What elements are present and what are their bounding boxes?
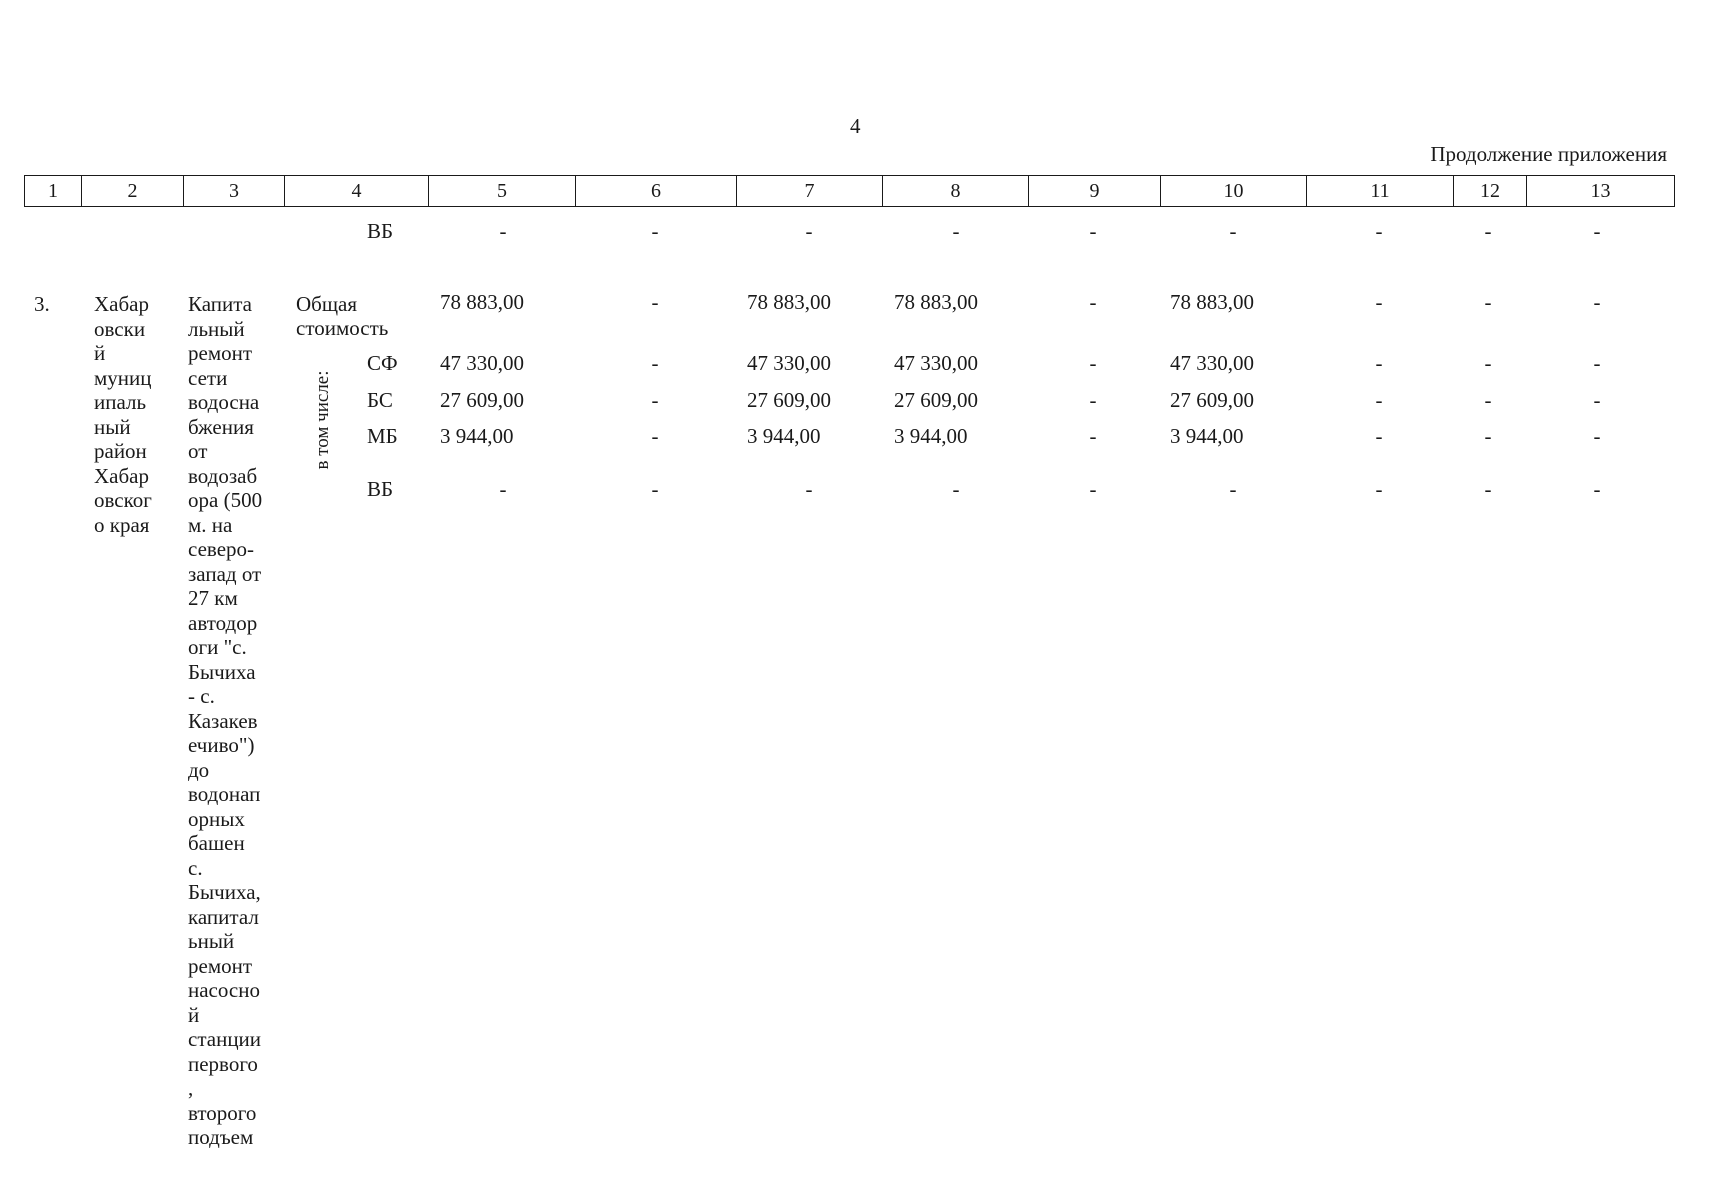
table-cell: -	[1484, 219, 1492, 243]
table-cell: -	[1484, 351, 1492, 375]
table-cell: -	[1375, 219, 1383, 243]
table-cell: -	[1089, 290, 1097, 314]
table-cell: 78 883,00	[894, 290, 978, 314]
table-cell: -	[1375, 290, 1383, 314]
funding-source: ВБ	[367, 219, 394, 243]
table-cell: -	[952, 477, 960, 501]
funding-source: ВБ	[367, 477, 394, 501]
table-cell: -	[1593, 351, 1601, 375]
funding-source: МБ	[367, 424, 398, 448]
table-cell: -	[805, 477, 813, 501]
table-cell: -	[1375, 424, 1383, 448]
column-number: 5	[428, 175, 576, 207]
table-cell: 27 609,00	[1170, 388, 1254, 412]
total-cost-label: Общая стоимость	[296, 292, 389, 340]
table-cell: 47 330,00	[747, 351, 831, 375]
table-cell: -	[805, 219, 813, 243]
column-number: 7	[736, 175, 883, 207]
object-description: Капита льный ремонт сети водосна бжения …	[188, 292, 263, 1149]
table-cell: -	[651, 424, 659, 448]
table-cell: -	[1089, 424, 1097, 448]
table-cell: -	[1593, 388, 1601, 412]
table-cell: -	[651, 219, 659, 243]
table-cell: -	[1375, 477, 1383, 501]
table-cell: -	[1484, 290, 1492, 314]
column-number-header: 1 2 3 4 5 6 7 8 9 10 11 12 13	[24, 175, 1675, 207]
table-cell: -	[1375, 388, 1383, 412]
funding-source: СФ	[367, 351, 398, 375]
table-cell: 3 944,00	[747, 424, 821, 448]
table-cell: 47 330,00	[1170, 351, 1254, 375]
column-number: 3	[183, 175, 285, 207]
column-number: 1	[24, 175, 82, 207]
table-cell: 27 609,00	[894, 388, 978, 412]
column-number: 12	[1453, 175, 1527, 207]
document-heading: Продолжение приложения	[1430, 142, 1667, 166]
table-cell: 3 944,00	[440, 424, 514, 448]
table-cell: 78 883,00	[747, 290, 831, 314]
table-cell: -	[499, 477, 507, 501]
table-cell: -	[1375, 351, 1383, 375]
table-cell: 3 944,00	[894, 424, 968, 448]
column-number: 11	[1306, 175, 1454, 207]
table-cell: -	[1089, 388, 1097, 412]
including-label: в том числе:	[312, 370, 333, 470]
table-cell: -	[1593, 477, 1601, 501]
table-cell: -	[651, 290, 659, 314]
column-number: 13	[1526, 175, 1675, 207]
table-cell: -	[651, 388, 659, 412]
table-cell: -	[952, 219, 960, 243]
table-cell: -	[1593, 219, 1601, 243]
table-cell: -	[1484, 424, 1492, 448]
column-number: 4	[284, 175, 429, 207]
table-cell: 47 330,00	[894, 351, 978, 375]
column-number: 9	[1028, 175, 1161, 207]
table-cell: -	[499, 219, 507, 243]
page-number: 4	[850, 114, 861, 138]
column-number: 6	[575, 175, 737, 207]
entry-number: 3.	[34, 292, 50, 316]
table-cell: -	[1484, 388, 1492, 412]
table-cell: 47 330,00	[440, 351, 524, 375]
table-cell: -	[1089, 477, 1097, 501]
table-cell: -	[1089, 351, 1097, 375]
table-cell: -	[1593, 424, 1601, 448]
funding-source: БС	[367, 388, 393, 412]
table-cell: -	[651, 351, 659, 375]
municipality-name: Хабар овски й муниц ипаль ный район Хаба…	[94, 292, 152, 537]
table-cell: 3 944,00	[1170, 424, 1244, 448]
table-cell: -	[1484, 477, 1492, 501]
column-number: 10	[1160, 175, 1307, 207]
table-cell: -	[1089, 219, 1097, 243]
table-cell: -	[651, 477, 659, 501]
table-cell: -	[1229, 219, 1237, 243]
table-cell: 78 883,00	[440, 290, 524, 314]
table-cell: 27 609,00	[440, 388, 524, 412]
table-cell: -	[1593, 290, 1601, 314]
table-cell: -	[1229, 477, 1237, 501]
column-number: 8	[882, 175, 1029, 207]
table-cell: 27 609,00	[747, 388, 831, 412]
table-cell: 78 883,00	[1170, 290, 1254, 314]
column-number: 2	[81, 175, 184, 207]
